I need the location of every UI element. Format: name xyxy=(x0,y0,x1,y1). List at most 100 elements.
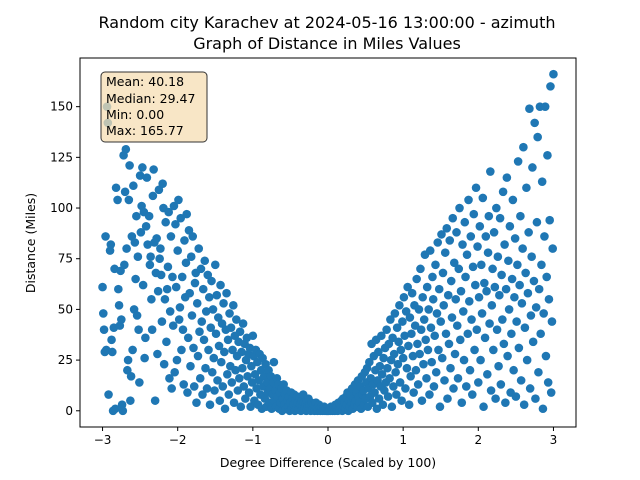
data-point xyxy=(511,392,521,401)
data-point xyxy=(235,327,245,337)
data-point xyxy=(122,244,131,253)
data-point xyxy=(156,270,166,280)
data-point xyxy=(495,290,504,300)
data-point xyxy=(159,359,169,369)
data-point xyxy=(503,351,512,361)
data-point xyxy=(101,232,110,241)
stat-mean: Mean: 40.18 xyxy=(106,74,184,89)
data-point xyxy=(437,353,447,363)
data-point xyxy=(177,272,187,282)
data-point xyxy=(195,327,204,337)
x-tick-label: 3 xyxy=(550,433,558,447)
data-point xyxy=(537,177,547,186)
data-point xyxy=(406,372,415,381)
data-point xyxy=(476,355,485,365)
data-point xyxy=(490,282,500,292)
data-point xyxy=(414,305,424,314)
y-tick-label: 50 xyxy=(58,302,73,316)
data-point xyxy=(440,248,450,257)
data-point xyxy=(177,345,186,355)
data-point xyxy=(547,317,557,326)
data-point xyxy=(143,240,152,249)
data-point xyxy=(158,179,167,188)
data-point xyxy=(146,252,155,261)
data-point xyxy=(425,246,435,255)
data-point xyxy=(238,363,247,373)
y-tick-label: 75 xyxy=(58,252,73,266)
data-point xyxy=(461,272,470,282)
data-point xyxy=(450,349,460,359)
data-point xyxy=(156,244,165,253)
data-point xyxy=(368,398,377,407)
data-point xyxy=(386,315,395,324)
data-point xyxy=(186,252,196,261)
data-point xyxy=(124,195,134,205)
data-point xyxy=(374,347,383,357)
data-point xyxy=(412,274,421,284)
scatter-points xyxy=(98,69,558,416)
data-point xyxy=(181,258,191,268)
data-point xyxy=(228,345,237,355)
data-point xyxy=(434,284,444,294)
data-point xyxy=(481,232,491,241)
data-point xyxy=(108,347,117,357)
data-point xyxy=(223,369,232,379)
data-point xyxy=(398,317,407,326)
data-point xyxy=(239,382,249,391)
data-point xyxy=(507,329,516,339)
data-point xyxy=(424,305,434,314)
data-point xyxy=(441,329,451,339)
data-point xyxy=(499,339,509,349)
y-axis-label: Distance (Miles) xyxy=(23,193,38,293)
data-point xyxy=(383,392,393,401)
data-point xyxy=(487,301,497,310)
data-point xyxy=(399,292,409,302)
data-point xyxy=(372,404,382,414)
data-point xyxy=(518,244,527,253)
data-point xyxy=(497,270,506,280)
data-point xyxy=(457,398,467,407)
data-point xyxy=(219,299,228,308)
data-point xyxy=(231,365,240,375)
data-point xyxy=(458,240,467,249)
data-point xyxy=(501,398,510,407)
data-point xyxy=(199,335,209,345)
data-point xyxy=(405,313,415,322)
data-point xyxy=(467,390,477,399)
data-point xyxy=(433,238,443,247)
data-point xyxy=(491,394,500,403)
data-point xyxy=(474,292,484,302)
data-point xyxy=(111,404,120,414)
data-point xyxy=(401,384,410,393)
data-point xyxy=(407,329,416,339)
data-point xyxy=(389,349,399,359)
data-point xyxy=(129,181,138,191)
data-point xyxy=(198,284,208,294)
data-point xyxy=(443,394,452,403)
data-point xyxy=(519,400,529,410)
data-point xyxy=(229,301,238,310)
data-point xyxy=(194,244,204,253)
data-point xyxy=(445,236,455,245)
data-point xyxy=(410,321,420,330)
data-point xyxy=(379,353,388,363)
data-point xyxy=(431,367,441,377)
data-point xyxy=(542,272,551,282)
data-point xyxy=(233,386,243,395)
data-point xyxy=(423,345,433,355)
data-point xyxy=(171,219,180,229)
data-point xyxy=(183,333,193,343)
data-point xyxy=(461,382,471,391)
data-point xyxy=(534,284,544,294)
stat-min: Min: 0.00 xyxy=(106,107,164,122)
data-point xyxy=(113,195,122,205)
data-point xyxy=(546,388,556,397)
data-point xyxy=(484,211,494,221)
data-point xyxy=(207,367,217,377)
data-point xyxy=(485,319,494,328)
y-tick-label: 125 xyxy=(50,150,73,164)
data-point xyxy=(208,305,218,314)
data-point xyxy=(382,325,391,334)
data-point xyxy=(458,307,468,316)
